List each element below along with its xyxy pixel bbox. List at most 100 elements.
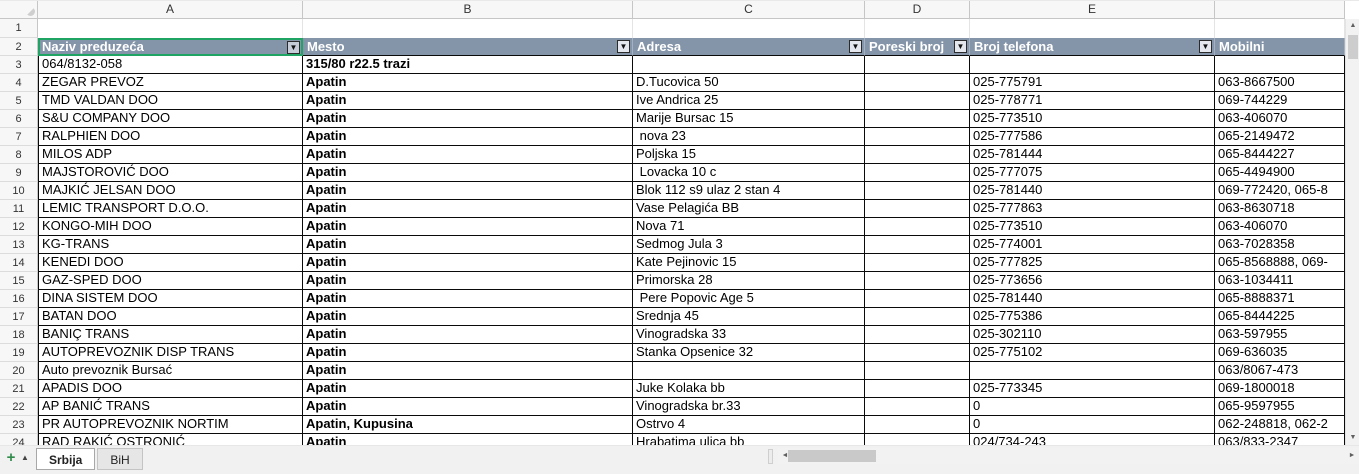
cell-C18[interactable]: Vinogradska 33	[633, 326, 865, 344]
cell-F6[interactable]: 063-406070	[1215, 110, 1345, 128]
cell-A1[interactable]	[38, 19, 303, 38]
row-header-14[interactable]: 14	[0, 254, 38, 272]
cell-D22[interactable]	[865, 398, 970, 416]
cell-F1[interactable]	[1215, 19, 1345, 38]
sheet-list-icon[interactable]: ▲	[21, 453, 29, 462]
cell-D23[interactable]	[865, 416, 970, 434]
filter-dropdown-icon[interactable]: ▼	[954, 40, 967, 53]
cell-B9[interactable]: Apatin	[303, 164, 633, 182]
cell-F22[interactable]: 065-9597955	[1215, 398, 1345, 416]
cell-B12[interactable]: Apatin	[303, 218, 633, 236]
cell-B18[interactable]: Apatin	[303, 326, 633, 344]
row-header-16[interactable]: 16	[0, 290, 38, 308]
cell-B15[interactable]: Apatin	[303, 272, 633, 290]
cell-B10[interactable]: Apatin	[303, 182, 633, 200]
row-header-23[interactable]: 23	[0, 416, 38, 434]
cell-B13[interactable]: Apatin	[303, 236, 633, 254]
cell-F19[interactable]: 069-636035	[1215, 344, 1345, 362]
row-header-5[interactable]: 5	[0, 92, 38, 110]
cell-D24[interactable]	[865, 434, 970, 445]
cell-E20[interactable]	[970, 362, 1215, 380]
cell-D18[interactable]	[865, 326, 970, 344]
cell-A19[interactable]: AUTOPREVOZNIK DISP TRANS	[38, 344, 303, 362]
filter-header-f[interactable]: Mobilni	[1215, 38, 1345, 56]
row-header-7[interactable]: 7	[0, 128, 38, 146]
cell-E4[interactable]: 025-775791	[970, 74, 1215, 92]
cell-C23[interactable]: Ostrvo 4	[633, 416, 865, 434]
row-header-24[interactable]: 24	[0, 434, 38, 445]
cell-D5[interactable]	[865, 92, 970, 110]
sheet-tab-srbija[interactable]: Srbija	[36, 448, 96, 470]
cell-F7[interactable]: 065-2149472	[1215, 128, 1345, 146]
cell-C1[interactable]	[633, 19, 865, 38]
cell-E6[interactable]: 025-773510	[970, 110, 1215, 128]
cell-E11[interactable]: 025-777863	[970, 200, 1215, 218]
cell-F11[interactable]: 063-8630718	[1215, 200, 1345, 218]
row-header-8[interactable]: 8	[0, 146, 38, 164]
row-header-19[interactable]: 19	[0, 344, 38, 362]
cell-D3[interactable]	[865, 56, 970, 74]
row-header-18[interactable]: 18	[0, 326, 38, 344]
cell-C20[interactable]	[633, 362, 865, 380]
row-header-22[interactable]: 22	[0, 398, 38, 416]
row-header-13[interactable]: 13	[0, 236, 38, 254]
column-header-E[interactable]: E	[970, 1, 1215, 19]
scroll-down-icon[interactable]: ▼	[1349, 434, 1357, 441]
cell-E24[interactable]: 024/734-243	[970, 434, 1215, 445]
cell-A11[interactable]: LEMIC TRANSPORT D.O.O.	[38, 200, 303, 218]
cell-B20[interactable]: Apatin	[303, 362, 633, 380]
cell-B8[interactable]: Apatin	[303, 146, 633, 164]
cell-D13[interactable]	[865, 236, 970, 254]
cell-C10[interactable]: Blok 112 s9 ulaz 2 stan 4	[633, 182, 865, 200]
cell-E19[interactable]: 025-775102	[970, 344, 1215, 362]
row-header-17[interactable]: 17	[0, 308, 38, 326]
cell-F21[interactable]: 069-1800018	[1215, 380, 1345, 398]
cell-C17[interactable]: Srednja 45	[633, 308, 865, 326]
cell-B5[interactable]: Apatin	[303, 92, 633, 110]
cell-F12[interactable]: 063-406070	[1215, 218, 1345, 236]
cell-C5[interactable]: Ive Andrica 25	[633, 92, 865, 110]
cell-D19[interactable]	[865, 344, 970, 362]
filter-header-b[interactable]: Mesto ▼	[303, 38, 633, 56]
row-header-2[interactable]: 2	[0, 38, 38, 56]
cell-F4[interactable]: 063-8667500	[1215, 74, 1345, 92]
cell-F5[interactable]: 069-744229	[1215, 92, 1345, 110]
row-header-12[interactable]: 12	[0, 218, 38, 236]
cell-A9[interactable]: MAJSTOROVIĆ DOO	[38, 164, 303, 182]
cell-A17[interactable]: BATAN DOO	[38, 308, 303, 326]
cell-A18[interactable]: BANIÇ TRANS	[38, 326, 303, 344]
cell-A7[interactable]: RALPHIEN DOO	[38, 128, 303, 146]
cell-C11[interactable]: Vase Pelagića BB	[633, 200, 865, 218]
cell-E13[interactable]: 025-774001	[970, 236, 1215, 254]
cell-F8[interactable]: 065-8444227	[1215, 146, 1345, 164]
row-header-6[interactable]: 6	[0, 110, 38, 128]
cell-F14[interactable]: 065-8568888, 069-	[1215, 254, 1345, 272]
cell-F16[interactable]: 065-8888371	[1215, 290, 1345, 308]
cell-E17[interactable]: 025-775386	[970, 308, 1215, 326]
cell-E8[interactable]: 025-781444	[970, 146, 1215, 164]
cell-D21[interactable]	[865, 380, 970, 398]
column-header-F[interactable]	[1215, 1, 1345, 19]
cell-E3[interactable]	[970, 56, 1215, 74]
cell-C4[interactable]: D.Tucovica 50	[633, 74, 865, 92]
row-header-11[interactable]: 11	[0, 200, 38, 218]
cell-B3[interactable]: 315/80 r22.5 trazi	[303, 56, 633, 74]
cell-C7[interactable]: nova 23	[633, 128, 865, 146]
cell-A10[interactable]: MAJKIĆ JELSAN DOO	[38, 182, 303, 200]
cell-F9[interactable]: 065-4494900	[1215, 164, 1345, 182]
row-header-21[interactable]: 21	[0, 380, 38, 398]
add-sheet-button[interactable]: +	[6, 449, 16, 466]
cell-A8[interactable]: MILOS ADP	[38, 146, 303, 164]
cell-A22[interactable]: AP BANIĆ TRANS	[38, 398, 303, 416]
vertical-scrollbar[interactable]: ▲ ▼	[1345, 19, 1359, 445]
cell-B24[interactable]: Apatin	[303, 434, 633, 445]
sheet-tab-bih[interactable]: BiH	[97, 448, 143, 470]
cell-E1[interactable]	[970, 19, 1215, 38]
cell-A23[interactable]: PR AUTOPREVOZNIK NORTIM	[38, 416, 303, 434]
cell-D10[interactable]	[865, 182, 970, 200]
cell-D6[interactable]	[865, 110, 970, 128]
cell-F23[interactable]: 062-248818, 062-2	[1215, 416, 1345, 434]
tab-scrollbar-splitter[interactable]	[768, 449, 773, 464]
row-header-1[interactable]: 1	[0, 19, 38, 38]
cell-E7[interactable]: 025-777586	[970, 128, 1215, 146]
